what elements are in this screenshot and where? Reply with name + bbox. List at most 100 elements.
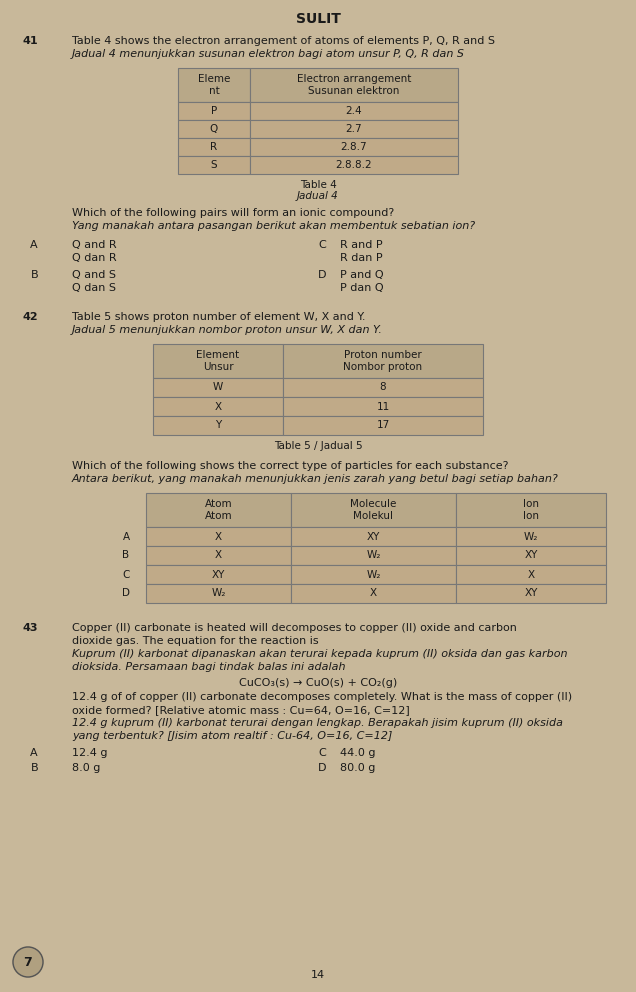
Text: Antara berikut, yang manakah menunjukkan jenis zarah yang betul bagi setiap baha: Antara berikut, yang manakah menunjukkan…	[72, 474, 559, 484]
Bar	[291, 527, 456, 546]
Text: CuCO₃(s) → CuO(s) + CO₂(g): CuCO₃(s) → CuO(s) + CO₂(g)	[239, 678, 397, 688]
Text: R dan P: R dan P	[340, 253, 383, 263]
Text: W₂: W₂	[366, 551, 381, 560]
Bar	[146, 584, 291, 603]
Text: Jadual 5 menunjukkan nombor proton unsur W, X dan Y.: Jadual 5 menunjukkan nombor proton unsur…	[72, 325, 383, 335]
Bar	[291, 584, 456, 603]
Bar	[283, 416, 483, 435]
Text: D: D	[317, 270, 326, 280]
Bar	[178, 102, 250, 120]
Text: X: X	[215, 551, 222, 560]
Text: 2.8.7: 2.8.7	[341, 142, 368, 152]
Text: 8.0 g: 8.0 g	[72, 763, 100, 773]
Text: W₂: W₂	[524, 532, 538, 542]
Bar	[178, 120, 250, 138]
Text: 12.4 g kuprum (II) karbonat terurai dengan lengkap. Berapakah jisim kuprum (II) : 12.4 g kuprum (II) karbonat terurai deng…	[72, 718, 563, 728]
Bar	[146, 546, 291, 565]
Text: Q and S: Q and S	[72, 270, 116, 280]
Text: 43: 43	[22, 623, 38, 633]
Circle shape	[13, 947, 43, 977]
Bar	[283, 344, 483, 378]
Text: Electron arrangement
Susunan elektron: Electron arrangement Susunan elektron	[297, 74, 411, 96]
Text: 2.7: 2.7	[346, 124, 363, 134]
Text: 41: 41	[22, 36, 38, 46]
Text: Q: Q	[210, 124, 218, 134]
Bar	[153, 416, 283, 435]
Text: Proton number
Nombor proton: Proton number Nombor proton	[343, 350, 422, 372]
Bar	[456, 527, 606, 546]
Text: B: B	[123, 551, 130, 560]
Text: XY: XY	[212, 569, 225, 579]
Text: Jadual 4 menunjukkan susunan elektron bagi atom unsur P, Q, R dan S: Jadual 4 menunjukkan susunan elektron ba…	[72, 49, 465, 59]
Text: B: B	[31, 270, 38, 280]
Text: Copper (II) carbonate is heated will decomposes to copper (II) oxide and carbon: Copper (II) carbonate is heated will dec…	[72, 623, 517, 633]
Bar	[250, 120, 458, 138]
Text: oxide formed? [Relative atomic mass : Cu=64, O=16, C=12]: oxide formed? [Relative atomic mass : Cu…	[72, 705, 410, 715]
Bar	[153, 344, 283, 378]
Text: Atom
Atom: Atom Atom	[205, 499, 232, 521]
Text: XY: XY	[367, 532, 380, 542]
Bar	[250, 102, 458, 120]
Bar	[456, 584, 606, 603]
Text: Eleme
nt: Eleme nt	[198, 74, 230, 96]
Bar	[146, 493, 291, 527]
Text: Yang manakah antara pasangan berikut akan membentuk sebatian ion?: Yang manakah antara pasangan berikut aka…	[72, 221, 475, 231]
Text: R and P: R and P	[340, 240, 383, 250]
Bar	[291, 546, 456, 565]
Text: yang terbentuk? [Jisim atom realtif : Cu-64, O=16, C=12]: yang terbentuk? [Jisim atom realtif : Cu…	[72, 731, 392, 741]
Text: 12.4 g of of copper (II) carbonate decomposes completely. What is the mass of co: 12.4 g of of copper (II) carbonate decom…	[72, 692, 572, 702]
Text: 8: 8	[380, 383, 386, 393]
Text: C: C	[318, 240, 326, 250]
Bar	[146, 565, 291, 584]
Text: XY: XY	[524, 588, 537, 598]
Text: Table 5 shows proton number of element W, X and Y.: Table 5 shows proton number of element W…	[72, 312, 366, 322]
Text: P and Q: P and Q	[340, 270, 384, 280]
Text: Table 4: Table 4	[300, 180, 336, 190]
Text: 12.4 g: 12.4 g	[72, 748, 107, 758]
Text: A: A	[31, 240, 38, 250]
Bar	[146, 527, 291, 546]
Text: SULIT: SULIT	[296, 12, 340, 26]
Text: C: C	[122, 569, 130, 579]
Bar	[153, 378, 283, 397]
Text: Table 4 shows the electron arrangement of atoms of elements P, Q, R and S: Table 4 shows the electron arrangement o…	[72, 36, 495, 46]
Text: dioxide gas. The equation for the reaction is: dioxide gas. The equation for the reacti…	[72, 636, 319, 646]
Bar	[250, 138, 458, 156]
Text: Kuprum (II) karbonat dipanaskan akan terurai kepada kuprum (II) oksida dan gas k: Kuprum (II) karbonat dipanaskan akan ter…	[72, 649, 567, 659]
Text: XY: XY	[524, 551, 537, 560]
Text: R: R	[211, 142, 218, 152]
Text: X: X	[370, 588, 377, 598]
Bar	[456, 565, 606, 584]
Text: X: X	[215, 532, 222, 542]
Text: dioksida. Persamaan bagi tindak balas ini adalah: dioksida. Persamaan bagi tindak balas in…	[72, 662, 345, 672]
Text: 11: 11	[377, 402, 390, 412]
Bar	[178, 138, 250, 156]
Text: 2.8.8.2: 2.8.8.2	[336, 160, 372, 170]
Text: Ion
Ion: Ion Ion	[523, 499, 539, 521]
Text: 17: 17	[377, 421, 390, 431]
Text: Y: Y	[215, 421, 221, 431]
Text: 2.4: 2.4	[346, 106, 363, 116]
Text: 80.0 g: 80.0 g	[340, 763, 375, 773]
Bar	[456, 546, 606, 565]
Text: Jadual 4: Jadual 4	[297, 191, 339, 201]
Text: P: P	[211, 106, 217, 116]
Text: 44.0 g: 44.0 g	[340, 748, 375, 758]
Text: S: S	[211, 160, 218, 170]
Text: W₂: W₂	[366, 569, 381, 579]
Bar	[178, 156, 250, 174]
Bar	[456, 493, 606, 527]
Text: Molecule
Molekul: Molecule Molekul	[350, 499, 397, 521]
Text: X: X	[527, 569, 535, 579]
Text: Table 5 / Jadual 5: Table 5 / Jadual 5	[273, 441, 363, 451]
Text: A: A	[31, 748, 38, 758]
Text: A: A	[123, 532, 130, 542]
Bar	[250, 156, 458, 174]
Text: Which of the following pairs will form an ionic compound?: Which of the following pairs will form a…	[72, 208, 394, 218]
Bar	[291, 493, 456, 527]
Bar	[153, 397, 283, 416]
Bar	[178, 68, 250, 102]
Text: B: B	[31, 763, 38, 773]
Bar	[291, 565, 456, 584]
Text: W₂: W₂	[211, 588, 226, 598]
